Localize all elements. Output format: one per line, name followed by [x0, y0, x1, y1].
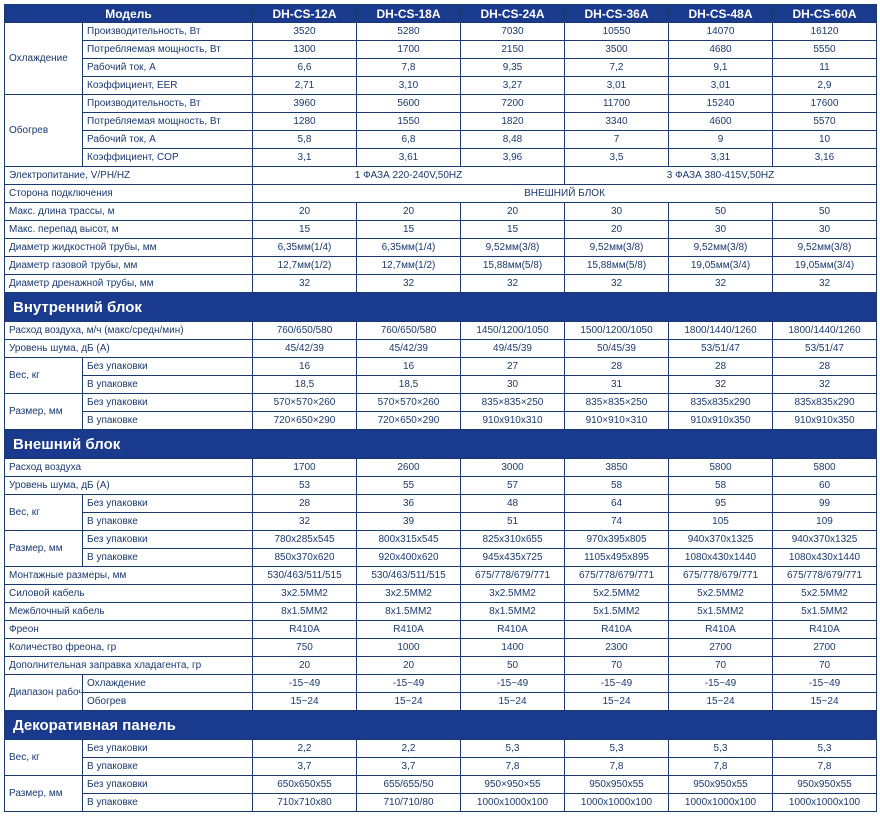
spec-table: МодельDH-CS-12ADH-CS-18ADH-CS-24ADH-CS-3… — [4, 4, 877, 812]
